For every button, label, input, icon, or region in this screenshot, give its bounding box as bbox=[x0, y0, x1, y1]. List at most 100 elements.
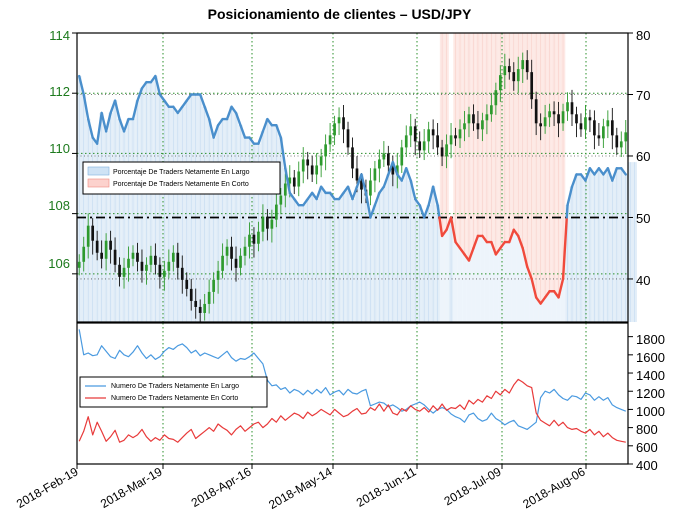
price-candlesticks bbox=[77, 50, 628, 322]
count-tick-400: 400 bbox=[636, 458, 658, 473]
long-pct-line-segment bbox=[140, 80, 148, 90]
long-pct-line-segment bbox=[154, 74, 162, 96]
candle-body bbox=[369, 180, 372, 196]
candle-body bbox=[319, 156, 323, 166]
candle-body bbox=[382, 153, 386, 160]
candle-body bbox=[521, 60, 525, 70]
candle-body bbox=[463, 123, 466, 130]
long-pct-line-segment bbox=[293, 197, 300, 207]
long-pct-line-segment bbox=[346, 185, 354, 201]
panel-frames bbox=[76, 32, 629, 465]
long-pct-line-segment bbox=[131, 99, 139, 121]
long-pct-shade-bar bbox=[547, 291, 552, 322]
candle-body bbox=[467, 114, 471, 124]
candle-body bbox=[481, 120, 484, 130]
long-pct-line-segment bbox=[306, 191, 314, 201]
candle-body bbox=[395, 165, 399, 175]
long-pct-line-segment bbox=[427, 185, 435, 207]
candle-body bbox=[355, 168, 359, 181]
long-pct-line-segment bbox=[565, 203, 569, 219]
long-pct-line-segment bbox=[95, 111, 103, 145]
left-tick-108: 108 bbox=[48, 198, 70, 213]
long-pct-line-segment bbox=[620, 167, 627, 176]
left-tick-114: 114 bbox=[49, 28, 70, 43]
long-pct-shade-bar bbox=[507, 242, 512, 322]
long-pct-line-segment bbox=[234, 111, 242, 127]
short-pct-line-segment bbox=[508, 228, 515, 244]
trader-count-lines bbox=[78, 329, 627, 443]
long-pct-line-segment bbox=[163, 99, 171, 108]
short-pct-line-segment bbox=[517, 234, 524, 250]
count-tick-1400: 1400 bbox=[636, 368, 665, 383]
long-pct-line-segment bbox=[431, 185, 439, 207]
candle-body bbox=[445, 144, 448, 157]
candle-body bbox=[530, 72, 534, 100]
candle-body bbox=[122, 267, 126, 277]
candle-body bbox=[243, 246, 247, 256]
candle-body bbox=[378, 159, 381, 169]
candle-body bbox=[77, 261, 81, 268]
long-pct-shade-bar bbox=[551, 291, 557, 322]
long-pct-line-segment bbox=[118, 117, 126, 133]
bottom-panel-gridlines bbox=[162, 323, 587, 464]
long-pct-line-segment bbox=[279, 136, 287, 170]
x-tick-feb19: 2018-Feb-19 bbox=[14, 464, 81, 511]
short-pct-line-segment bbox=[467, 247, 475, 262]
count-tick-1200: 1200 bbox=[636, 386, 665, 401]
right-tick-80: 80 bbox=[636, 28, 650, 43]
short-pct-line-segment bbox=[481, 234, 489, 244]
candle-body bbox=[189, 288, 193, 301]
candle-body bbox=[570, 102, 574, 115]
short-pct-line-segment bbox=[521, 247, 529, 268]
long-pct-line-segment bbox=[212, 124, 220, 139]
long-pct-shade-bar bbox=[520, 248, 525, 322]
long-pct-line-segment bbox=[588, 167, 596, 176]
long-pct-line-segment bbox=[113, 99, 121, 121]
candle-body bbox=[118, 264, 121, 277]
candle-body bbox=[431, 129, 435, 136]
long-pct-line-segment bbox=[181, 99, 188, 108]
long-pct-line-segment bbox=[597, 167, 605, 176]
legend-label-long-count: Numero De Traders Netamente En Largo bbox=[111, 383, 239, 390]
long-pct-shade-bar bbox=[556, 297, 561, 322]
chart-title: Posicionamiento de clientes – USD/JPY bbox=[207, 6, 472, 22]
candle-body bbox=[140, 261, 144, 271]
candle-body bbox=[136, 252, 139, 262]
candle-body bbox=[494, 90, 498, 106]
candle-body bbox=[413, 126, 417, 142]
short-pct-line-segment bbox=[458, 247, 466, 256]
candle-body bbox=[610, 120, 614, 136]
candle-body bbox=[252, 234, 256, 244]
candle-body bbox=[257, 231, 260, 244]
long-pct-line-segment bbox=[570, 173, 578, 188]
right-tick-40: 40 bbox=[636, 273, 650, 288]
long-pct-shade-bar bbox=[498, 248, 503, 322]
long-pct-line-segment bbox=[284, 167, 291, 195]
candle-body bbox=[552, 111, 556, 115]
candle-body bbox=[301, 159, 305, 172]
short-pct-line-segment bbox=[557, 277, 565, 299]
count-tick-1000: 1000 bbox=[636, 404, 665, 419]
candle-body bbox=[427, 129, 430, 142]
short-pct-line-segment bbox=[534, 296, 542, 305]
long-pct-line-segment bbox=[436, 203, 441, 219]
long-pct-shade-bar bbox=[457, 248, 463, 322]
long-pct-shade-bar bbox=[524, 266, 530, 322]
legend-swatch-long-pct bbox=[87, 166, 110, 176]
candle-body bbox=[507, 66, 511, 73]
long-pct-line-segment bbox=[315, 185, 323, 201]
long-pct-line-segment bbox=[248, 136, 256, 145]
candle-body bbox=[584, 117, 587, 130]
long-pct-shade-bar bbox=[471, 248, 476, 322]
candle-body bbox=[619, 141, 623, 148]
candle-body bbox=[615, 135, 619, 148]
candle-body bbox=[207, 291, 211, 304]
long-pct-line-segment bbox=[302, 197, 309, 207]
candle-body bbox=[100, 252, 103, 259]
long-pct-line-segment bbox=[136, 87, 144, 102]
candle-body bbox=[167, 261, 171, 271]
long-pct-shade-bar bbox=[489, 242, 494, 322]
candle-body bbox=[310, 165, 314, 175]
candle-body bbox=[163, 270, 166, 277]
long-pct-shade-bar bbox=[444, 229, 449, 322]
